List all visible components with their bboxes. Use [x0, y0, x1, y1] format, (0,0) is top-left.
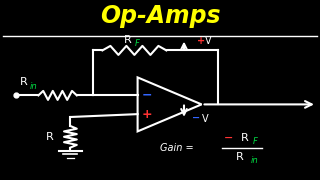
Text: F: F — [252, 137, 258, 146]
Text: R: R — [20, 77, 28, 87]
Text: Gain =: Gain = — [160, 143, 197, 153]
Text: in: in — [30, 82, 37, 91]
Text: R: R — [46, 132, 53, 142]
Text: −: − — [192, 113, 200, 123]
Text: F: F — [135, 39, 140, 48]
Text: V: V — [202, 114, 208, 124]
Text: in: in — [251, 156, 258, 165]
Text: R: R — [124, 35, 132, 45]
Text: V: V — [205, 36, 212, 46]
Text: +: + — [197, 35, 205, 46]
Text: −: − — [224, 133, 234, 143]
Text: −: − — [142, 88, 152, 101]
Text: R: R — [236, 152, 244, 163]
Text: Op-Amps: Op-Amps — [100, 4, 220, 28]
Text: R: R — [241, 133, 249, 143]
Text: +: + — [142, 108, 153, 121]
